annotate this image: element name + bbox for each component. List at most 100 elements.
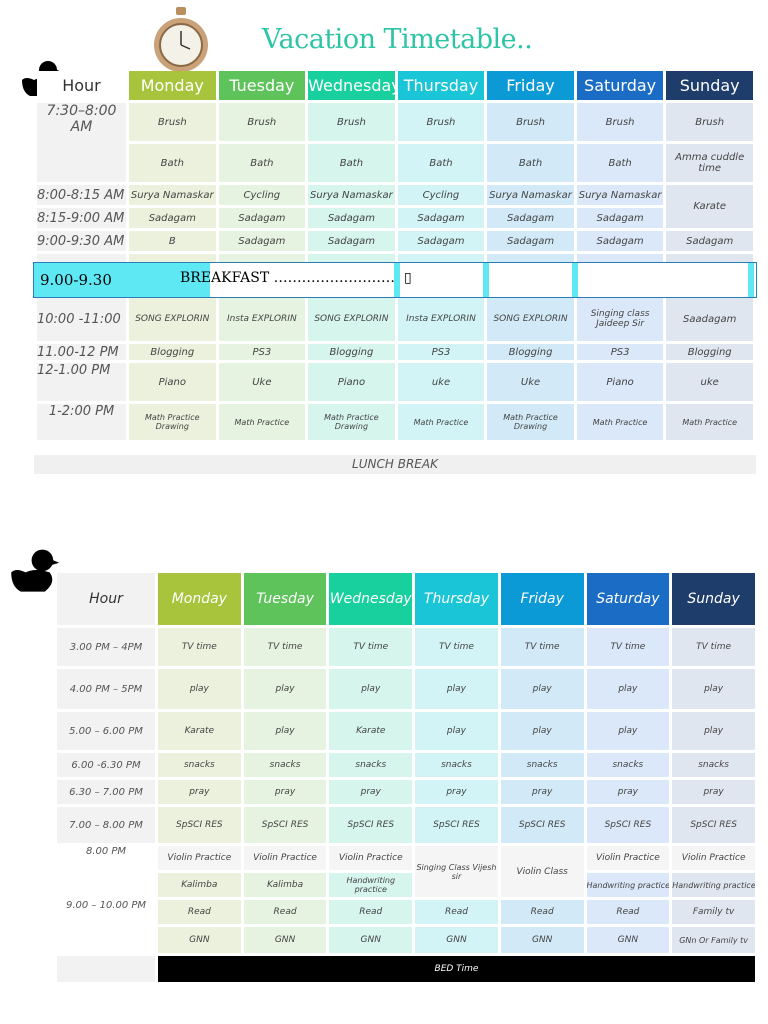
activity-cell: Sadagam <box>576 208 664 228</box>
activity-cell: Sadagam <box>666 231 753 251</box>
activity-cell: SpSCI RES <box>158 807 241 843</box>
activity-cell: play <box>243 712 327 750</box>
activity-cell: play <box>329 669 413 709</box>
activity-cell: SpSCI RES <box>329 807 413 843</box>
activity-cell: SpSCI RES <box>500 807 584 843</box>
hour-cell: 9.00 – 10.00 PM <box>57 900 155 953</box>
activity-cell: Bath <box>487 144 574 182</box>
activity-cell: snacks <box>415 753 498 777</box>
activity-cell: Violin Practice <box>329 846 413 870</box>
table-row: 9.00 – 10.00 PM Read Read Read Read Read… <box>57 900 755 953</box>
activity-cell: Read <box>586 900 670 924</box>
activity-cell: GNN <box>586 927 670 953</box>
activity-cell: snacks <box>158 753 241 777</box>
activity-cell: TV time <box>243 628 327 666</box>
hour-cell: 6.00 -6.30 PM <box>57 753 155 777</box>
bed-row: BED Time <box>57 956 755 982</box>
activity-cell: Read <box>243 900 327 924</box>
activity-cell: Bath <box>218 144 306 182</box>
activity-cell: Brush <box>129 103 216 141</box>
hour-cell: 10:00 -11:00 <box>37 297 126 341</box>
morning-timetable: Hour Monday Tuesday Wednesday Thursday F… <box>34 68 756 443</box>
activity-cell: pray <box>586 780 670 804</box>
activity-cell: Math Practice <box>218 404 306 440</box>
activity-cell: play <box>672 712 755 750</box>
activity-cell: Handwriting practice <box>586 873 670 897</box>
activity-cell: GNN <box>415 927 498 953</box>
header-day: Friday <box>487 71 574 100</box>
table-row: 3.00 PM – 4PM TV time TV time TV time TV… <box>57 628 755 666</box>
activity-cell: Math Practice <box>666 404 753 440</box>
activity-cell: Sadagam <box>129 208 216 228</box>
activity-cell: Bath <box>308 144 395 182</box>
activity-cell: Piano <box>308 363 395 401</box>
activity-cell: Brush <box>576 103 664 141</box>
activity-cell: Singing class Jaideep Sir <box>576 297 664 341</box>
header-day: Monday <box>158 573 241 625</box>
header-day: Thursday <box>415 573 498 625</box>
activity-cell: PS3 <box>218 344 306 360</box>
activity-cell: pray <box>672 780 755 804</box>
hour-cell: 8:00-8:15 AM <box>37 185 126 205</box>
activity-cell: SpSCI RES <box>672 807 755 843</box>
activity-cell: Brush <box>218 103 306 141</box>
evening-timetable: Hour Monday Tuesday Wednesday Thursday F… <box>54 570 758 985</box>
activity-cell: snacks <box>500 753 584 777</box>
activity-cell: snacks <box>329 753 413 777</box>
activity-cell: Math Practice <box>397 404 485 440</box>
header-hour: Hour <box>57 573 155 625</box>
activity-cell: Cycling <box>397 185 485 205</box>
table-row: 1-2:00 PM Math Practice Drawing Math Pra… <box>37 404 753 440</box>
activity-cell: snacks <box>243 753 327 777</box>
activity-cell: Sadagam <box>487 208 574 228</box>
duck-icon <box>11 549 60 592</box>
activity-cell: Piano <box>576 363 664 401</box>
activity-cell: Bath <box>397 144 485 182</box>
activity-cell: Violin Practice <box>158 846 241 870</box>
activity-cell: TV time <box>500 628 584 666</box>
activity-cell: Insta EXPLORIN <box>218 297 306 341</box>
activity-cell: Blogging <box>308 344 395 360</box>
header-day: Friday <box>500 573 584 625</box>
table-row: 8:00-8:15 AM Surya Namaskar Cycling Sury… <box>37 185 753 228</box>
activity-cell: play <box>500 712 584 750</box>
activity-cell: Sadagam <box>487 231 574 251</box>
table-row: 10:00 -11:00 SONG EXPLORIN Insta EXPLORI… <box>37 297 753 341</box>
activity-cell: play <box>415 669 498 709</box>
activity-cell: play <box>243 669 327 709</box>
activity-cell: Sadagam <box>308 208 395 228</box>
activity-cell: Blogging <box>487 344 574 360</box>
activity-cell: SpSCI RES <box>243 807 327 843</box>
activity-cell: Kalimba <box>158 873 241 897</box>
hour-cell: 11.00-12 PM <box>37 344 126 360</box>
activity-cell: GNN <box>329 927 413 953</box>
activity-cell: Violin Class <box>500 846 584 897</box>
header-day: Saturday <box>576 71 664 100</box>
table-row: 4.00 PM – 5PM play play play play play p… <box>57 669 755 709</box>
activity-cell: SONG EXPLORIN <box>308 297 395 341</box>
activity-cell: Read <box>158 900 241 924</box>
table-row: Kalimba Kalimba Handwriting practice Han… <box>57 873 755 897</box>
table-row: 5.00 – 6.00 PM Karate play Karate play p… <box>57 712 755 750</box>
activity-cell: Sadagam <box>397 208 485 228</box>
breakfast-time: 9.00-9.30 <box>34 263 210 297</box>
activity-cell: play <box>500 669 584 709</box>
activity-cell: Family tv <box>672 900 755 924</box>
activity-cell: Handwriting practice <box>329 873 413 897</box>
activity-cell: Piano <box>129 363 216 401</box>
activity-cell: pray <box>243 780 327 804</box>
activity-cell: TV time <box>672 628 755 666</box>
activity-cell: uke <box>397 363 485 401</box>
hour-cell: 8.00 PM <box>57 846 155 897</box>
hour-cell: 4.00 PM – 5PM <box>57 669 155 709</box>
header-day: Thursday <box>397 71 485 100</box>
hour-cell: 1-2:00 PM <box>37 404 126 440</box>
activity-cell: play <box>158 669 241 709</box>
activity-cell: Brush <box>666 103 753 141</box>
activity-cell: snacks <box>672 753 755 777</box>
activity-cell: Surya Namaskar <box>487 185 574 205</box>
header-day: Tuesday <box>243 573 327 625</box>
activity-cell: pray <box>158 780 241 804</box>
activity-cell: Read <box>329 900 413 924</box>
activity-cell: SONG EXPLORIN <box>129 297 216 341</box>
